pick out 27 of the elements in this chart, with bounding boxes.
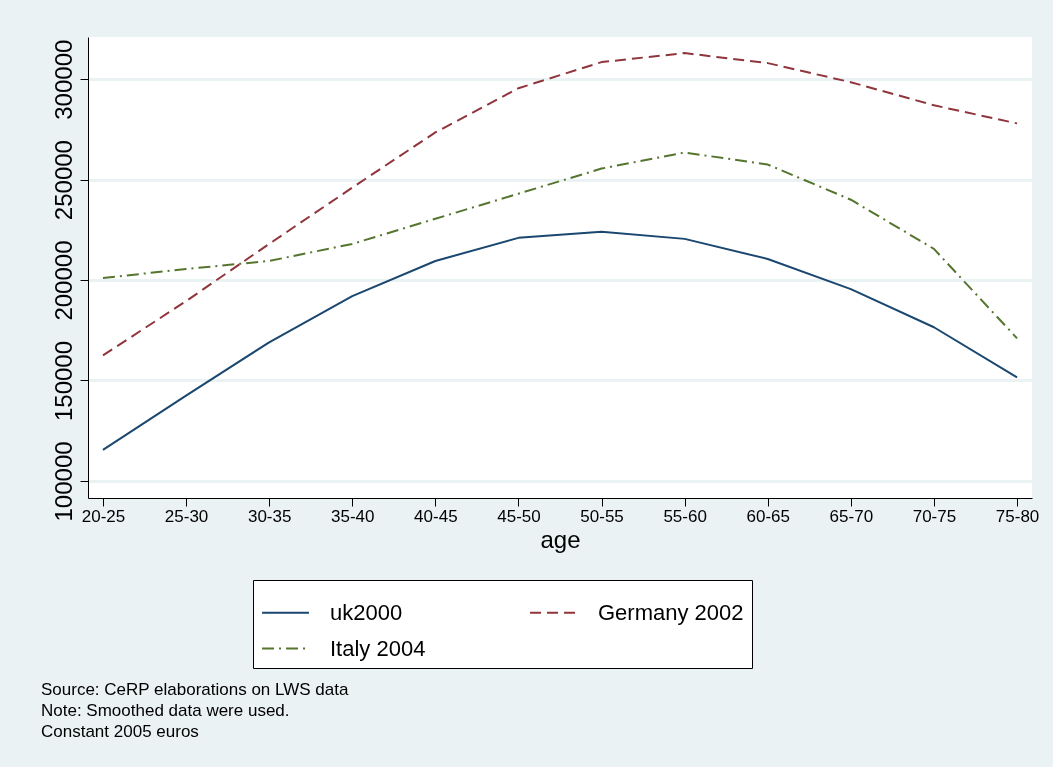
line-series [101,52,1019,357]
legend-label: uk2000 [330,599,403,625]
y-tick-label: 250000 [49,140,77,221]
y-tick-label: 300000 [49,39,77,120]
x-axis-title: age [540,525,581,553]
legend-label: Germany 2002 [598,599,744,625]
text: Note: Smoothed data were used. [41,701,290,720]
y-tick-label: 100000 [49,441,77,522]
x-tick-label: 35-40 [331,506,375,526]
legend-label: Italy 2004 [330,635,426,661]
x-tick-label: 45-50 [497,506,541,526]
x-tick-label: 55-60 [663,506,707,526]
x-tick-label: 75-80 [995,506,1040,526]
line-series [101,151,1019,340]
text: Constant 2005 euros [41,722,199,741]
y-tick-label: 200000 [49,240,77,321]
x-tick-label: 60-65 [746,506,790,526]
y-tick-label: 150000 [49,340,77,422]
x-tick-label: 20-25 [81,506,126,526]
x-tick-label: 40-45 [414,506,458,526]
x-tick-label: 30-35 [247,506,292,526]
x-tick-label: 70-75 [912,506,957,526]
line-series [101,230,1019,451]
x-tick-label: 25-30 [164,506,209,526]
x-tick-label: 65-70 [829,506,874,526]
x-tick-label: 50-55 [580,506,624,526]
source-note: Source: CeRP elaborations on LWS data [41,680,349,699]
